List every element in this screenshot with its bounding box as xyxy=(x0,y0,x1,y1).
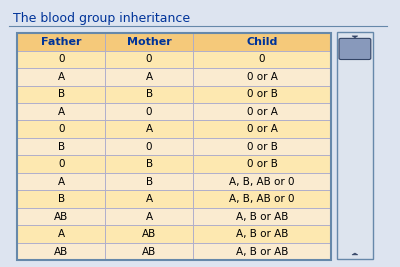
Text: B: B xyxy=(146,177,153,187)
Text: 0 or A: 0 or A xyxy=(247,124,278,134)
Text: A, B or AB: A, B or AB xyxy=(236,229,288,239)
Text: AB: AB xyxy=(54,212,68,222)
Text: AB: AB xyxy=(142,247,156,257)
FancyBboxPatch shape xyxy=(339,38,371,60)
Text: The blood group inheritance: The blood group inheritance xyxy=(13,12,190,25)
FancyBboxPatch shape xyxy=(193,103,331,120)
Text: A: A xyxy=(146,72,153,82)
FancyBboxPatch shape xyxy=(17,208,105,225)
FancyBboxPatch shape xyxy=(17,155,105,173)
FancyBboxPatch shape xyxy=(193,208,331,225)
Text: 0: 0 xyxy=(58,159,64,169)
FancyBboxPatch shape xyxy=(17,103,105,120)
Text: B: B xyxy=(58,194,65,204)
Text: 0: 0 xyxy=(146,54,152,64)
FancyBboxPatch shape xyxy=(105,190,193,208)
Text: 0: 0 xyxy=(58,54,64,64)
FancyBboxPatch shape xyxy=(17,68,105,85)
FancyBboxPatch shape xyxy=(17,138,105,155)
Text: Mother: Mother xyxy=(127,37,172,47)
Text: A, B or AB: A, B or AB xyxy=(236,247,288,257)
FancyBboxPatch shape xyxy=(193,138,331,155)
FancyBboxPatch shape xyxy=(105,155,193,173)
Text: 0 or B: 0 or B xyxy=(247,142,278,152)
FancyBboxPatch shape xyxy=(105,173,193,190)
Text: A: A xyxy=(58,229,65,239)
Text: A, B, AB or 0: A, B, AB or 0 xyxy=(229,194,295,204)
FancyBboxPatch shape xyxy=(105,68,193,85)
Text: A: A xyxy=(146,124,153,134)
Text: 0: 0 xyxy=(146,142,152,152)
FancyBboxPatch shape xyxy=(193,50,331,68)
FancyBboxPatch shape xyxy=(337,32,373,259)
FancyBboxPatch shape xyxy=(193,190,331,208)
FancyBboxPatch shape xyxy=(105,103,193,120)
FancyBboxPatch shape xyxy=(193,120,331,138)
Text: 0 or B: 0 or B xyxy=(247,159,278,169)
FancyBboxPatch shape xyxy=(17,120,105,138)
FancyBboxPatch shape xyxy=(193,33,331,50)
Text: 0 or A: 0 or A xyxy=(247,72,278,82)
FancyBboxPatch shape xyxy=(105,50,193,68)
Text: 0 or A: 0 or A xyxy=(247,107,278,117)
FancyBboxPatch shape xyxy=(17,33,105,50)
Text: A: A xyxy=(146,212,153,222)
FancyBboxPatch shape xyxy=(17,85,105,103)
Text: A: A xyxy=(58,107,65,117)
Text: 0: 0 xyxy=(146,107,152,117)
Text: B: B xyxy=(58,89,65,99)
Text: 0: 0 xyxy=(259,54,265,64)
Text: AB: AB xyxy=(142,229,156,239)
Text: A, B, AB or 0: A, B, AB or 0 xyxy=(229,177,295,187)
Text: Child: Child xyxy=(246,37,278,47)
Text: 0: 0 xyxy=(58,124,64,134)
FancyBboxPatch shape xyxy=(193,68,331,85)
FancyBboxPatch shape xyxy=(17,173,105,190)
Text: Father: Father xyxy=(41,37,82,47)
FancyBboxPatch shape xyxy=(193,85,331,103)
Text: 0 or B: 0 or B xyxy=(247,89,278,99)
FancyBboxPatch shape xyxy=(105,243,193,260)
FancyBboxPatch shape xyxy=(105,33,193,50)
Text: B: B xyxy=(58,142,65,152)
FancyBboxPatch shape xyxy=(193,225,331,243)
Text: AB: AB xyxy=(54,247,68,257)
FancyBboxPatch shape xyxy=(193,173,331,190)
FancyBboxPatch shape xyxy=(105,138,193,155)
FancyBboxPatch shape xyxy=(17,225,105,243)
FancyBboxPatch shape xyxy=(193,155,331,173)
FancyBboxPatch shape xyxy=(17,243,105,260)
FancyBboxPatch shape xyxy=(105,85,193,103)
Text: A: A xyxy=(146,194,153,204)
Text: A: A xyxy=(58,177,65,187)
FancyBboxPatch shape xyxy=(105,225,193,243)
FancyBboxPatch shape xyxy=(193,243,331,260)
FancyBboxPatch shape xyxy=(17,50,105,68)
FancyBboxPatch shape xyxy=(105,208,193,225)
FancyBboxPatch shape xyxy=(105,120,193,138)
Text: B: B xyxy=(146,89,153,99)
FancyBboxPatch shape xyxy=(17,190,105,208)
Text: A: A xyxy=(58,72,65,82)
Text: B: B xyxy=(146,159,153,169)
Text: A, B or AB: A, B or AB xyxy=(236,212,288,222)
